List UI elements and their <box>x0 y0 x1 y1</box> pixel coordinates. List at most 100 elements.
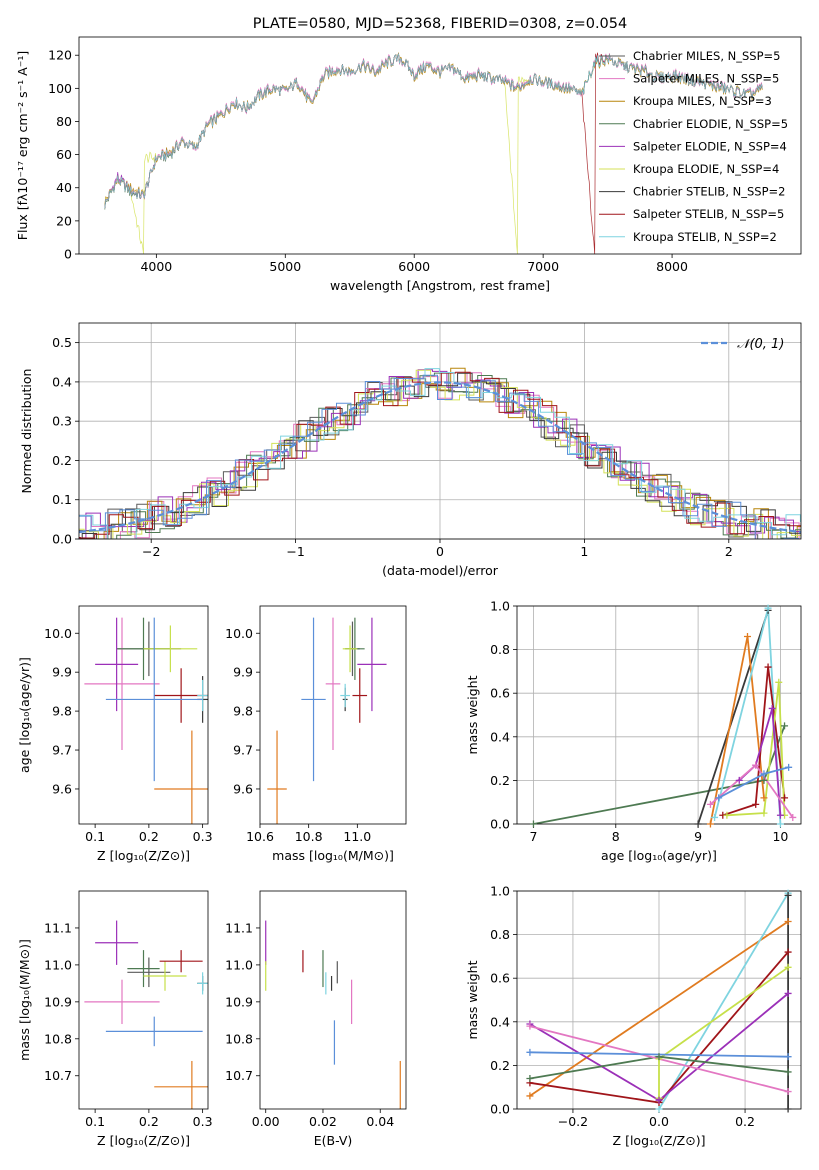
weight-marker <box>760 794 768 802</box>
weight-marker <box>723 811 731 819</box>
x-axis-label: (data-model)/error <box>382 563 499 578</box>
x-tick-label: 10.6 <box>246 829 274 844</box>
x-tick-label: 0.00 <box>252 1114 280 1129</box>
axes-frame <box>259 890 407 1110</box>
x-tick-label: 0.1 <box>85 829 105 844</box>
weight-line <box>529 920 789 1097</box>
x-tick-label: 0.3 <box>193 1114 213 1129</box>
histogram-steps <box>79 369 801 539</box>
weight-marker <box>789 813 797 821</box>
panel-5: 0.1 0.2 0.3 10.7 10.8 10.9 11.0 11.1 Z [log₁₀(Z/… <box>17 890 213 1148</box>
weight-marker <box>526 1022 534 1030</box>
y-tick-label: 10.0 <box>44 626 72 641</box>
x-tick-label: 8000 <box>656 259 688 274</box>
axes-frame <box>78 605 209 825</box>
y-tick-label: 9.8 <box>233 704 253 719</box>
histogram-steps <box>79 367 801 539</box>
weight-marker <box>655 1053 663 1061</box>
y-tick-label: 1.0 <box>490 884 510 899</box>
y-tick-label: 1.0 <box>490 599 510 614</box>
x-tick-label: 7 <box>529 829 537 844</box>
chart-title: PLATE=0580, MJD=52368, FIBERID=0308, z=0… <box>253 16 627 32</box>
y-axis-label: Normed distribution <box>19 369 34 494</box>
y-tick-label: 0 <box>64 247 72 262</box>
weight-marker <box>785 763 793 771</box>
plot-area <box>84 617 208 824</box>
x-tick-label: 4000 <box>140 259 172 274</box>
x-tick-label: 1 <box>580 544 588 559</box>
weight-marker <box>715 794 723 802</box>
x-tick-label: 2 <box>725 544 733 559</box>
histogram-steps <box>79 372 801 539</box>
x-tick-label: 0.04 <box>366 1114 394 1129</box>
x-tick-label: 0.1 <box>85 1114 105 1129</box>
x-tick-label: −2 <box>142 544 160 559</box>
y-tick-label: 10.9 <box>44 994 72 1009</box>
weight-marker <box>784 1105 792 1113</box>
axes-frame <box>78 36 802 255</box>
y-tick-label: 60 <box>56 147 72 162</box>
x-axis-label: Z [log₁₀(Z/Z⊙)] <box>613 1133 706 1148</box>
x-tick-label: 10.8 <box>295 829 323 844</box>
weight-marker <box>760 776 768 784</box>
legend-entry: Salpeter ELODIE, N_SSP=4 <box>633 139 787 153</box>
weight-marker <box>526 1048 534 1056</box>
x-tick-label: 11.0 <box>343 829 371 844</box>
weight-marker <box>776 820 784 828</box>
weight-marker <box>781 722 789 730</box>
y-tick-label: 9.7 <box>233 743 253 758</box>
x-tick-label: −1 <box>286 544 304 559</box>
y-tick-label: 0.1 <box>52 492 72 507</box>
axes-frame <box>78 890 209 1110</box>
weight-marker <box>784 963 792 971</box>
y-tick-label: 100 <box>48 81 72 96</box>
plot-area <box>265 920 401 1109</box>
weight-line <box>533 725 786 824</box>
y-tick-label: 10.7 <box>44 1068 72 1083</box>
weight-marker <box>526 1074 534 1082</box>
weight-marker <box>752 800 760 808</box>
legend-entry: Kroupa ELODIE, N_SSP=4 <box>633 162 779 176</box>
axes-frame <box>516 605 802 825</box>
y-tick-label: 0.0 <box>52 532 72 547</box>
y-axis-label: Flux [fλ10⁻¹⁷ erg cm⁻² s⁻¹ A⁻¹] <box>15 51 30 240</box>
weight-line <box>722 666 786 817</box>
panel-3: 10.6 10.8 11.0 9.6 9.7 9.8 9.9 10.0 mass [log₁₀(… <box>225 605 407 863</box>
panel-0: 4000 5000 6000 7000 8000 0 20 40 60 80 100 120 wavel… <box>15 16 802 293</box>
legend-entry: Chabrier ELODIE, N_SSP=5 <box>633 117 788 131</box>
weight-marker <box>768 704 776 712</box>
y-axis-label: mass weight <box>465 960 480 1039</box>
weight-line <box>697 610 769 824</box>
weight-marker <box>784 1053 792 1061</box>
x-axis-label: Z [log₁₀(Z/Z⊙)] <box>97 1133 190 1148</box>
weight-marker <box>784 989 792 997</box>
y-tick-label: 0.0 <box>490 817 510 832</box>
weight-marker <box>764 604 772 612</box>
weight-marker <box>694 820 702 828</box>
x-tick-label: 0.0 <box>649 1114 669 1129</box>
x-tick-label: 0.2 <box>139 1114 159 1129</box>
y-tick-label: 80 <box>56 114 72 129</box>
spectrum-line <box>104 52 763 209</box>
y-tick-label: 11.1 <box>44 920 72 935</box>
y-axis-label: mass [log₁₀(M/M⊙)] <box>17 939 32 1061</box>
x-tick-label: 5000 <box>269 259 301 274</box>
panel-1: −2 −1 0 1 2 0.0 0.1 0.2 0.3 0.4 0.5 (data-model)/er… <box>19 322 802 578</box>
y-tick-label: 10.8 <box>225 1031 253 1046</box>
y-tick-label: 0.2 <box>52 453 72 468</box>
y-tick-label: 0.2 <box>490 773 510 788</box>
axes-frame <box>259 605 407 825</box>
y-tick-label: 0.4 <box>490 1014 510 1029</box>
weight-marker <box>706 800 714 808</box>
weight-marker <box>752 761 760 769</box>
y-tick-label: 120 <box>48 48 72 63</box>
x-tick-label: 0.2 <box>735 1114 755 1129</box>
x-tick-label: 9 <box>694 829 702 844</box>
y-tick-label: 9.6 <box>52 781 72 796</box>
legend-entry: Kroupa STELIB, N_SSP=2 <box>633 230 777 244</box>
y-tick-label: 0.3 <box>52 414 72 429</box>
y-tick-label: 9.9 <box>52 665 72 680</box>
weight-line <box>658 892 789 1109</box>
y-tick-label: 20 <box>56 213 72 228</box>
